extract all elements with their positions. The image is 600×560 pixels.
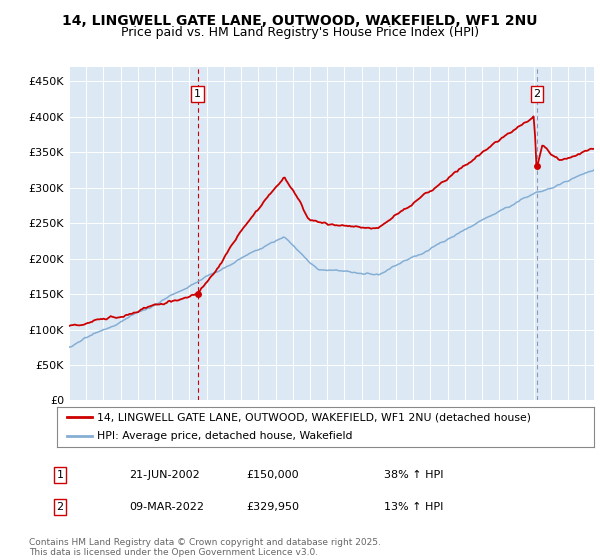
Text: 1: 1 [194,89,201,99]
Text: 38% ↑ HPI: 38% ↑ HPI [384,470,443,480]
Text: 1: 1 [56,470,64,480]
Text: Price paid vs. HM Land Registry's House Price Index (HPI): Price paid vs. HM Land Registry's House … [121,26,479,39]
Text: Contains HM Land Registry data © Crown copyright and database right 2025.
This d: Contains HM Land Registry data © Crown c… [29,538,380,557]
Text: 14, LINGWELL GATE LANE, OUTWOOD, WAKEFIELD, WF1 2NU (detached house): 14, LINGWELL GATE LANE, OUTWOOD, WAKEFIE… [97,413,531,422]
Text: 21-JUN-2002: 21-JUN-2002 [129,470,200,480]
Text: 14, LINGWELL GATE LANE, OUTWOOD, WAKEFIELD, WF1 2NU: 14, LINGWELL GATE LANE, OUTWOOD, WAKEFIE… [62,14,538,28]
Text: 09-MAR-2022: 09-MAR-2022 [129,502,204,512]
Text: 2: 2 [56,502,64,512]
Text: 2: 2 [533,89,541,99]
Text: HPI: Average price, detached house, Wakefield: HPI: Average price, detached house, Wake… [97,431,353,441]
Text: £150,000: £150,000 [247,470,299,480]
Text: £329,950: £329,950 [247,502,299,512]
Text: 13% ↑ HPI: 13% ↑ HPI [384,502,443,512]
